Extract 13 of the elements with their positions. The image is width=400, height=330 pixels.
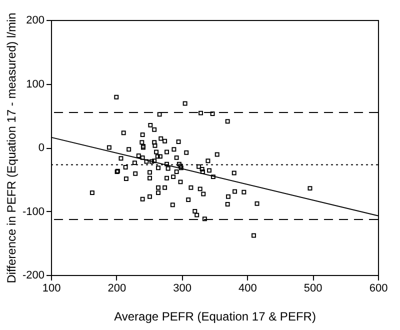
x-tick-label: 200 [108, 282, 126, 294]
y-axis-title: Difference in PEFR (Equation 17 - measured) l/min [4, 12, 18, 284]
x-axis-title: Average PEFR (Equation 17 & PEFR) [114, 310, 316, 324]
x-tick-label: 300 [173, 282, 192, 294]
x-tick-label: 500 [304, 282, 322, 294]
y-tick-label: 100 [26, 78, 44, 90]
y-tick-label: -200 [22, 270, 44, 282]
y-tick-label: 0 [38, 142, 44, 154]
x-tick-label: 600 [369, 282, 388, 294]
y-tick-label: 200 [26, 14, 44, 26]
x-tick-label: 100 [42, 282, 61, 294]
x-tick-label: 400 [238, 282, 257, 294]
y-tick-label: -100 [22, 206, 44, 218]
